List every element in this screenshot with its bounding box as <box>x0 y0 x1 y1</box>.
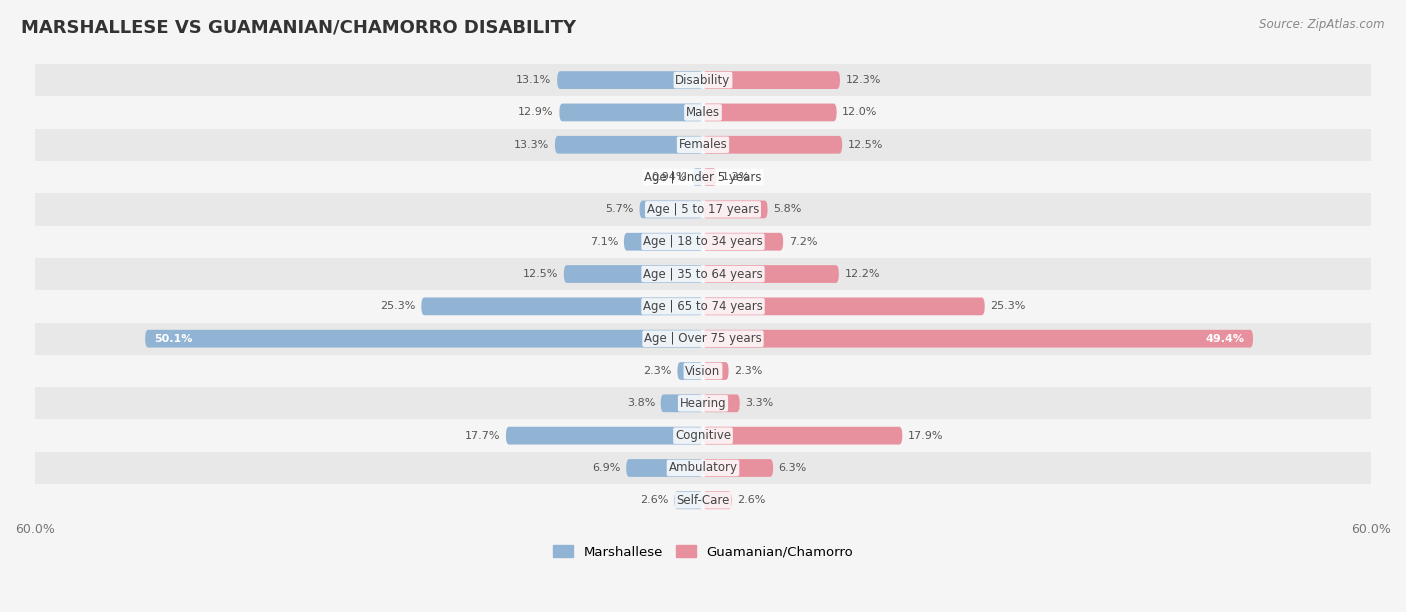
Text: 0.94%: 0.94% <box>651 172 688 182</box>
Text: Ambulatory: Ambulatory <box>668 461 738 474</box>
FancyBboxPatch shape <box>564 265 703 283</box>
Text: 5.7%: 5.7% <box>606 204 634 214</box>
Bar <box>35 419 1371 452</box>
FancyBboxPatch shape <box>703 103 837 121</box>
Text: 12.5%: 12.5% <box>848 140 883 150</box>
Text: 12.2%: 12.2% <box>845 269 880 279</box>
Text: 5.8%: 5.8% <box>773 204 801 214</box>
FancyBboxPatch shape <box>673 491 703 509</box>
Text: 3.8%: 3.8% <box>627 398 655 408</box>
FancyBboxPatch shape <box>661 395 703 412</box>
FancyBboxPatch shape <box>703 201 768 218</box>
Text: Age | 18 to 34 years: Age | 18 to 34 years <box>643 235 763 248</box>
Text: 49.4%: 49.4% <box>1205 334 1244 344</box>
FancyBboxPatch shape <box>703 297 984 315</box>
FancyBboxPatch shape <box>626 459 703 477</box>
Bar <box>35 193 1371 226</box>
Text: 12.5%: 12.5% <box>523 269 558 279</box>
Text: MARSHALLESE VS GUAMANIAN/CHAMORRO DISABILITY: MARSHALLESE VS GUAMANIAN/CHAMORRO DISABI… <box>21 18 576 36</box>
Text: Age | 35 to 64 years: Age | 35 to 64 years <box>643 267 763 280</box>
Text: Age | Over 75 years: Age | Over 75 years <box>644 332 762 345</box>
Text: 25.3%: 25.3% <box>381 301 416 312</box>
Text: 12.9%: 12.9% <box>519 108 554 118</box>
Text: Males: Males <box>686 106 720 119</box>
Text: 2.3%: 2.3% <box>644 366 672 376</box>
Text: 17.7%: 17.7% <box>465 431 501 441</box>
FancyBboxPatch shape <box>422 297 703 315</box>
FancyBboxPatch shape <box>703 491 733 509</box>
Text: 13.1%: 13.1% <box>516 75 551 85</box>
Bar <box>35 258 1371 290</box>
Text: Hearing: Hearing <box>679 397 727 410</box>
Text: Age | 65 to 74 years: Age | 65 to 74 years <box>643 300 763 313</box>
Text: 2.6%: 2.6% <box>738 495 766 506</box>
Text: 6.9%: 6.9% <box>592 463 620 473</box>
Legend: Marshallese, Guamanian/Chamorro: Marshallese, Guamanian/Chamorro <box>548 540 858 564</box>
FancyBboxPatch shape <box>693 168 703 186</box>
FancyBboxPatch shape <box>145 330 703 348</box>
Text: Cognitive: Cognitive <box>675 429 731 442</box>
FancyBboxPatch shape <box>703 233 783 250</box>
Bar <box>35 452 1371 484</box>
Text: 50.1%: 50.1% <box>155 334 193 344</box>
Text: Source: ZipAtlas.com: Source: ZipAtlas.com <box>1260 18 1385 31</box>
FancyBboxPatch shape <box>560 103 703 121</box>
Text: 6.3%: 6.3% <box>779 463 807 473</box>
Text: 25.3%: 25.3% <box>990 301 1025 312</box>
Bar <box>35 161 1371 193</box>
Bar <box>35 290 1371 323</box>
FancyBboxPatch shape <box>555 136 703 154</box>
FancyBboxPatch shape <box>624 233 703 250</box>
Text: Self-Care: Self-Care <box>676 494 730 507</box>
FancyBboxPatch shape <box>640 201 703 218</box>
Bar <box>35 64 1371 96</box>
Text: 3.3%: 3.3% <box>745 398 773 408</box>
FancyBboxPatch shape <box>506 427 703 444</box>
FancyBboxPatch shape <box>678 362 703 380</box>
Text: 12.3%: 12.3% <box>845 75 882 85</box>
Bar <box>35 226 1371 258</box>
Text: Vision: Vision <box>685 365 721 378</box>
Bar <box>35 355 1371 387</box>
Text: Females: Females <box>679 138 727 151</box>
Text: 7.2%: 7.2% <box>789 237 817 247</box>
Bar <box>35 129 1371 161</box>
FancyBboxPatch shape <box>703 395 740 412</box>
Text: 7.1%: 7.1% <box>591 237 619 247</box>
Text: 13.3%: 13.3% <box>515 140 550 150</box>
Bar <box>35 387 1371 419</box>
Bar <box>35 323 1371 355</box>
FancyBboxPatch shape <box>703 330 1253 348</box>
Text: 2.6%: 2.6% <box>640 495 668 506</box>
Text: Age | 5 to 17 years: Age | 5 to 17 years <box>647 203 759 216</box>
FancyBboxPatch shape <box>703 136 842 154</box>
Text: 17.9%: 17.9% <box>908 431 943 441</box>
FancyBboxPatch shape <box>703 168 717 186</box>
Bar <box>35 484 1371 517</box>
FancyBboxPatch shape <box>703 265 839 283</box>
FancyBboxPatch shape <box>703 362 728 380</box>
FancyBboxPatch shape <box>557 71 703 89</box>
Text: Age | Under 5 years: Age | Under 5 years <box>644 171 762 184</box>
Text: 1.2%: 1.2% <box>721 172 751 182</box>
Bar <box>35 96 1371 129</box>
Text: Disability: Disability <box>675 73 731 87</box>
FancyBboxPatch shape <box>703 71 839 89</box>
FancyBboxPatch shape <box>703 427 903 444</box>
Text: 12.0%: 12.0% <box>842 108 877 118</box>
Text: 2.3%: 2.3% <box>734 366 762 376</box>
FancyBboxPatch shape <box>703 459 773 477</box>
